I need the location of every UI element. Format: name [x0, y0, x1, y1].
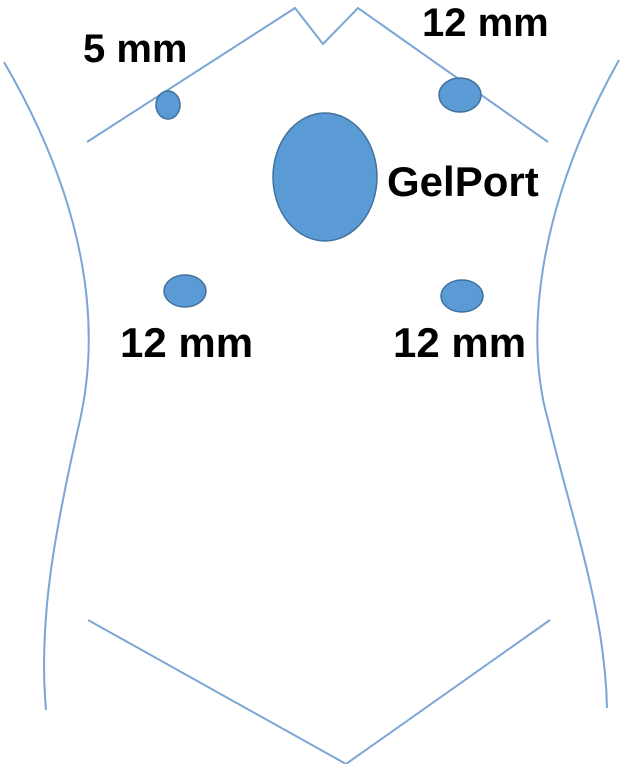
- port-5mm: [155, 90, 181, 120]
- pelvic-line: [87, 619, 551, 764]
- label-12mm-mid-right: 12 mm: [393, 319, 526, 366]
- port-12mm-top-right: [438, 77, 482, 113]
- port-12mm-mid-left: [163, 274, 207, 308]
- left-flank-line: [3, 61, 90, 711]
- label-12mm-top-right: 12 mm: [422, 1, 549, 45]
- ports: [155, 77, 484, 313]
- gelport: [272, 112, 378, 242]
- torso-outline: [3, 6, 620, 764]
- label-5mm: 5 mm: [83, 27, 188, 71]
- label-gelport: GelPort: [387, 158, 539, 205]
- costal-margin-line: [86, 6, 549, 143]
- label-12mm-mid-left: 12 mm: [120, 319, 253, 366]
- port-12mm-mid-right: [440, 279, 484, 313]
- right-flank-line: [536, 59, 620, 709]
